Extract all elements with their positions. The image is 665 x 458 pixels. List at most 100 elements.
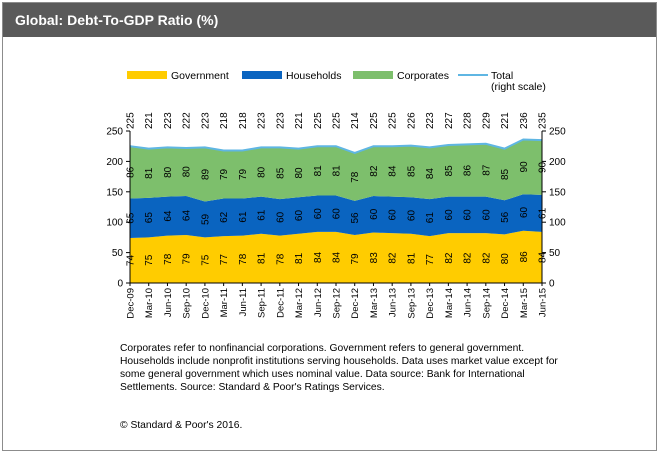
x-tick-label: Mar-12 <box>294 288 305 318</box>
legend-swatch-corporates <box>353 71 393 79</box>
data-label-households: 64 <box>182 210 193 222</box>
data-label-government: 74 <box>126 255 137 267</box>
legend-swatch-households <box>242 71 282 79</box>
data-label-government: 82 <box>444 252 455 264</box>
data-label-total: 225 <box>369 112 380 129</box>
x-tick-label: Sep-12 <box>332 288 343 319</box>
area-households <box>130 194 542 239</box>
data-label-total: 225 <box>126 112 137 129</box>
data-label-total: 223 <box>275 112 286 129</box>
data-label-total: 221 <box>500 112 511 129</box>
data-label-total: 218 <box>238 112 249 129</box>
y-right-tick-label: 250 <box>549 127 566 138</box>
data-label-government: 79 <box>350 253 361 265</box>
y-left-tick-label: 50 <box>112 248 124 259</box>
data-label-corporates: 84 <box>388 165 399 177</box>
x-tick-label: Sep-10 <box>182 288 193 319</box>
data-label-households: 59 <box>200 213 211 225</box>
data-label-total: 223 <box>425 112 436 129</box>
data-label-total: 225 <box>332 112 343 129</box>
y-right-tick-label: 50 <box>549 248 561 259</box>
data-label-government: 78 <box>275 253 286 265</box>
data-label-households: 60 <box>388 209 399 221</box>
data-label-corporates: 81 <box>332 165 343 177</box>
y-left-tick-label: 250 <box>106 127 123 138</box>
data-label-government: 83 <box>369 252 380 264</box>
y-left-tick-label: 100 <box>106 218 123 229</box>
data-label-households: 61 <box>238 211 249 223</box>
x-tick-label: Dec-13 <box>425 288 436 319</box>
data-label-government: 84 <box>538 251 549 263</box>
x-tick-label: Jun-15 <box>538 288 549 317</box>
data-label-corporates: 90 <box>538 161 549 173</box>
data-label-government: 77 <box>425 254 436 266</box>
data-label-households: 56 <box>500 211 511 223</box>
legend-label-government: Government <box>171 70 229 82</box>
y-right-tick-label: 200 <box>549 157 566 168</box>
data-label-total: 214 <box>350 112 361 129</box>
legend-label-total: Total <box>491 70 513 82</box>
data-label-corporates: 85 <box>500 168 511 180</box>
x-tick-label: Mar-10 <box>144 288 155 318</box>
data-label-total: 235 <box>538 112 549 129</box>
data-label-corporates: 80 <box>294 167 305 179</box>
y-right-tick-label: 150 <box>549 187 566 198</box>
data-label-corporates: 85 <box>275 167 286 179</box>
x-tick-label: Sep-11 <box>257 288 268 318</box>
data-label-households: 61 <box>538 207 549 219</box>
x-tick-label: Jun-12 <box>313 288 324 317</box>
data-label-total: 222 <box>182 112 193 129</box>
data-label-households: 61 <box>257 209 268 221</box>
copyright-text: © Standard & Poor's 2016. <box>120 420 243 431</box>
legend-label-total: (right scale) <box>491 81 546 93</box>
data-label-government: 81 <box>257 252 268 264</box>
data-label-government: 79 <box>182 253 193 265</box>
data-label-corporates: 90 <box>519 161 530 173</box>
x-tick-label: Dec-09 <box>126 288 137 319</box>
data-label-corporates: 82 <box>369 165 380 177</box>
data-label-government: 84 <box>332 251 343 263</box>
data-label-households: 62 <box>219 211 230 223</box>
data-label-corporates: 81 <box>313 165 324 177</box>
data-label-government: 82 <box>481 252 492 264</box>
data-label-households: 60 <box>463 209 474 221</box>
x-tick-label: Mar-15 <box>519 288 530 318</box>
data-label-households: 60 <box>481 209 492 221</box>
data-label-government: 78 <box>163 253 174 265</box>
data-label-corporates: 85 <box>406 165 417 177</box>
data-label-total: 218 <box>219 112 230 129</box>
data-label-households: 65 <box>126 212 137 224</box>
x-tick-label: Dec-14 <box>500 288 511 319</box>
data-label-government: 81 <box>406 252 417 264</box>
data-label-households: 60 <box>275 211 286 223</box>
data-label-total: 225 <box>313 112 324 129</box>
data-label-total: 223 <box>257 112 268 129</box>
data-label-government: 77 <box>219 254 230 266</box>
data-label-total: 236 <box>519 112 530 129</box>
chart-notes: Corporates refer to nonfinancial corpora… <box>120 343 558 393</box>
data-label-total: 223 <box>163 112 174 129</box>
data-label-corporates: 80 <box>257 166 268 178</box>
data-label-households: 56 <box>350 212 361 224</box>
x-tick-label: Dec-11 <box>275 288 286 318</box>
x-tick-label: Sep-13 <box>406 288 417 319</box>
data-label-government: 84 <box>313 251 324 263</box>
data-label-corporates: 86 <box>126 166 137 178</box>
legend-label-households: Households <box>286 70 341 82</box>
data-label-total: 228 <box>463 112 474 129</box>
data-label-households: 60 <box>369 208 380 220</box>
data-label-total: 226 <box>406 112 417 129</box>
data-label-corporates: 78 <box>350 171 361 183</box>
data-label-households: 65 <box>144 212 155 224</box>
data-label-total: 225 <box>388 112 399 129</box>
y-left-tick-label: 200 <box>106 157 123 168</box>
data-label-total: 229 <box>481 112 492 129</box>
data-label-government: 75 <box>200 254 211 266</box>
x-tick-label: Mar-11 <box>219 288 230 317</box>
y-left-tick-label: 0 <box>117 279 123 290</box>
data-label-total: 223 <box>200 112 211 129</box>
data-label-corporates: 80 <box>163 166 174 178</box>
data-label-corporates: 89 <box>200 168 211 180</box>
x-tick-label: Mar-13 <box>369 288 380 318</box>
data-label-government: 75 <box>144 254 155 266</box>
